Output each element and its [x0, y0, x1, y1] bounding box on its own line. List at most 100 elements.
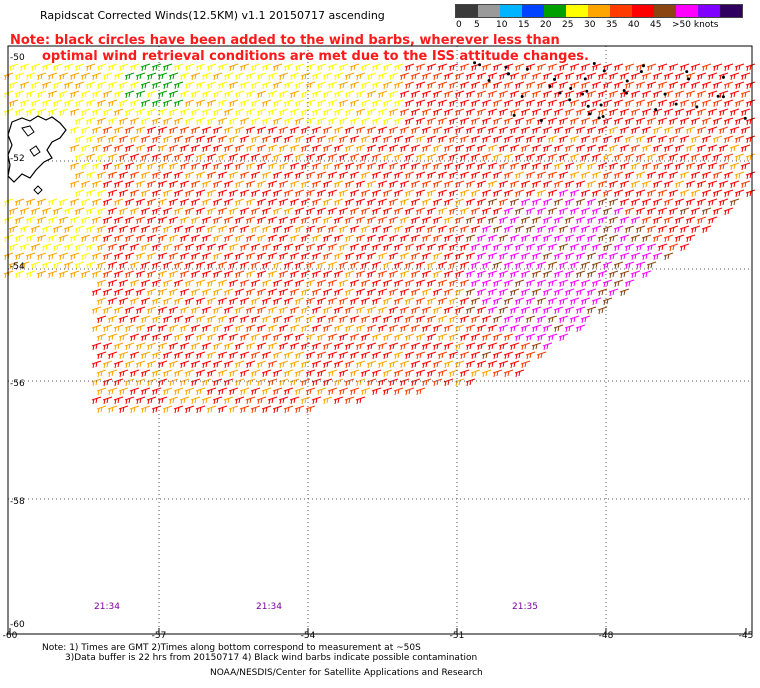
wind-barb	[195, 171, 206, 180]
wind-barb	[151, 207, 162, 216]
wind-barb	[344, 162, 355, 171]
wind-barb	[245, 252, 256, 261]
wind-barb	[492, 369, 503, 378]
wind-barb	[415, 369, 426, 378]
wind-barb	[454, 162, 465, 171]
lat-label-54: -54	[10, 262, 25, 272]
wind-barb	[591, 225, 602, 234]
wind-barb	[140, 99, 151, 108]
wind-barb	[91, 270, 102, 279]
wind-barb	[239, 207, 250, 216]
wind-barb	[261, 153, 272, 162]
legend-label-4: 20	[540, 20, 552, 30]
wind-barb	[415, 189, 426, 198]
wind-barb	[498, 270, 509, 279]
wind-barb	[388, 324, 399, 333]
wind-barb	[256, 144, 267, 153]
wind-barb	[701, 99, 712, 108]
wind-barb	[52, 225, 63, 234]
longitude-labels: -60 -57 -54 -51 -48 -45	[3, 631, 754, 641]
wind-barb	[96, 279, 107, 288]
wind-barb	[322, 306, 333, 315]
wind-barb	[371, 261, 382, 270]
wind-barb	[525, 189, 536, 198]
wind-barb	[234, 252, 245, 261]
wind-barb	[382, 369, 393, 378]
wind-barb	[190, 306, 201, 315]
wind-barb	[525, 279, 536, 288]
wind-barb	[206, 261, 217, 270]
wind-barb	[426, 243, 437, 252]
wind-barb	[278, 270, 289, 279]
wind-barb	[278, 342, 289, 351]
wind-barb	[520, 72, 531, 81]
wind-barb	[663, 72, 674, 81]
wind-barb	[520, 342, 531, 351]
wind-barb	[63, 207, 74, 216]
wind-barb	[289, 90, 300, 99]
wind-barb	[162, 81, 173, 90]
wind-barb	[426, 369, 437, 378]
wind-barb	[503, 99, 514, 108]
wind-barb	[206, 315, 217, 324]
wind-barb	[542, 198, 553, 207]
wind-barb	[223, 198, 234, 207]
wind-barb	[294, 297, 305, 306]
wind-barb	[179, 360, 190, 369]
falkland-islands-coastline	[7, 115, 67, 195]
wind-barb	[740, 162, 751, 171]
quality-flag-circle	[685, 70, 689, 74]
wind-barb	[311, 180, 322, 189]
wind-barb	[426, 135, 437, 144]
wind-barb	[217, 405, 228, 414]
wind-barb	[195, 369, 206, 378]
wind-barb	[311, 288, 322, 297]
wind-barb	[712, 189, 723, 198]
wind-barb	[630, 126, 641, 135]
wind-barb	[168, 72, 179, 81]
wind-barb	[531, 72, 542, 81]
wind-barb	[228, 351, 239, 360]
wind-barb	[294, 387, 305, 396]
wind-barb	[283, 225, 294, 234]
wind-barb	[624, 279, 635, 288]
wind-barb	[14, 234, 25, 243]
wind-barb	[745, 99, 756, 108]
quality-flag-circle	[599, 103, 603, 107]
wind-barb	[509, 162, 520, 171]
wind-barb	[344, 234, 355, 243]
wind-barb	[124, 234, 135, 243]
wind-barb	[267, 198, 278, 207]
wind-barb	[668, 81, 679, 90]
wind-barb	[278, 378, 289, 387]
wind-barb	[217, 351, 228, 360]
wind-barb	[267, 306, 278, 315]
wind-barb	[569, 315, 580, 324]
wind-barb	[135, 90, 146, 99]
wind-barb	[179, 234, 190, 243]
wind-barb	[179, 162, 190, 171]
wind-barb	[426, 207, 437, 216]
wind-barb	[30, 243, 41, 252]
wind-barb	[718, 126, 729, 135]
wind-barb	[311, 342, 322, 351]
wind-barb	[503, 81, 514, 90]
wind-barb	[179, 126, 190, 135]
wind-barb	[190, 378, 201, 387]
wind-barb	[146, 378, 157, 387]
quality-flag-circle	[504, 65, 508, 69]
wind-barb	[217, 99, 228, 108]
wind-barb	[190, 72, 201, 81]
wind-barb	[146, 216, 157, 225]
wind-barb	[569, 99, 580, 108]
wind-barb	[327, 189, 338, 198]
wind-barb	[30, 261, 41, 270]
wind-barb	[135, 378, 146, 387]
wind-barb	[360, 315, 371, 324]
wind-barb	[542, 306, 553, 315]
wind-barb	[256, 234, 267, 243]
wind-barb	[322, 126, 333, 135]
wind-barb	[223, 162, 234, 171]
wind-barb	[718, 198, 729, 207]
wind-barb	[443, 288, 454, 297]
